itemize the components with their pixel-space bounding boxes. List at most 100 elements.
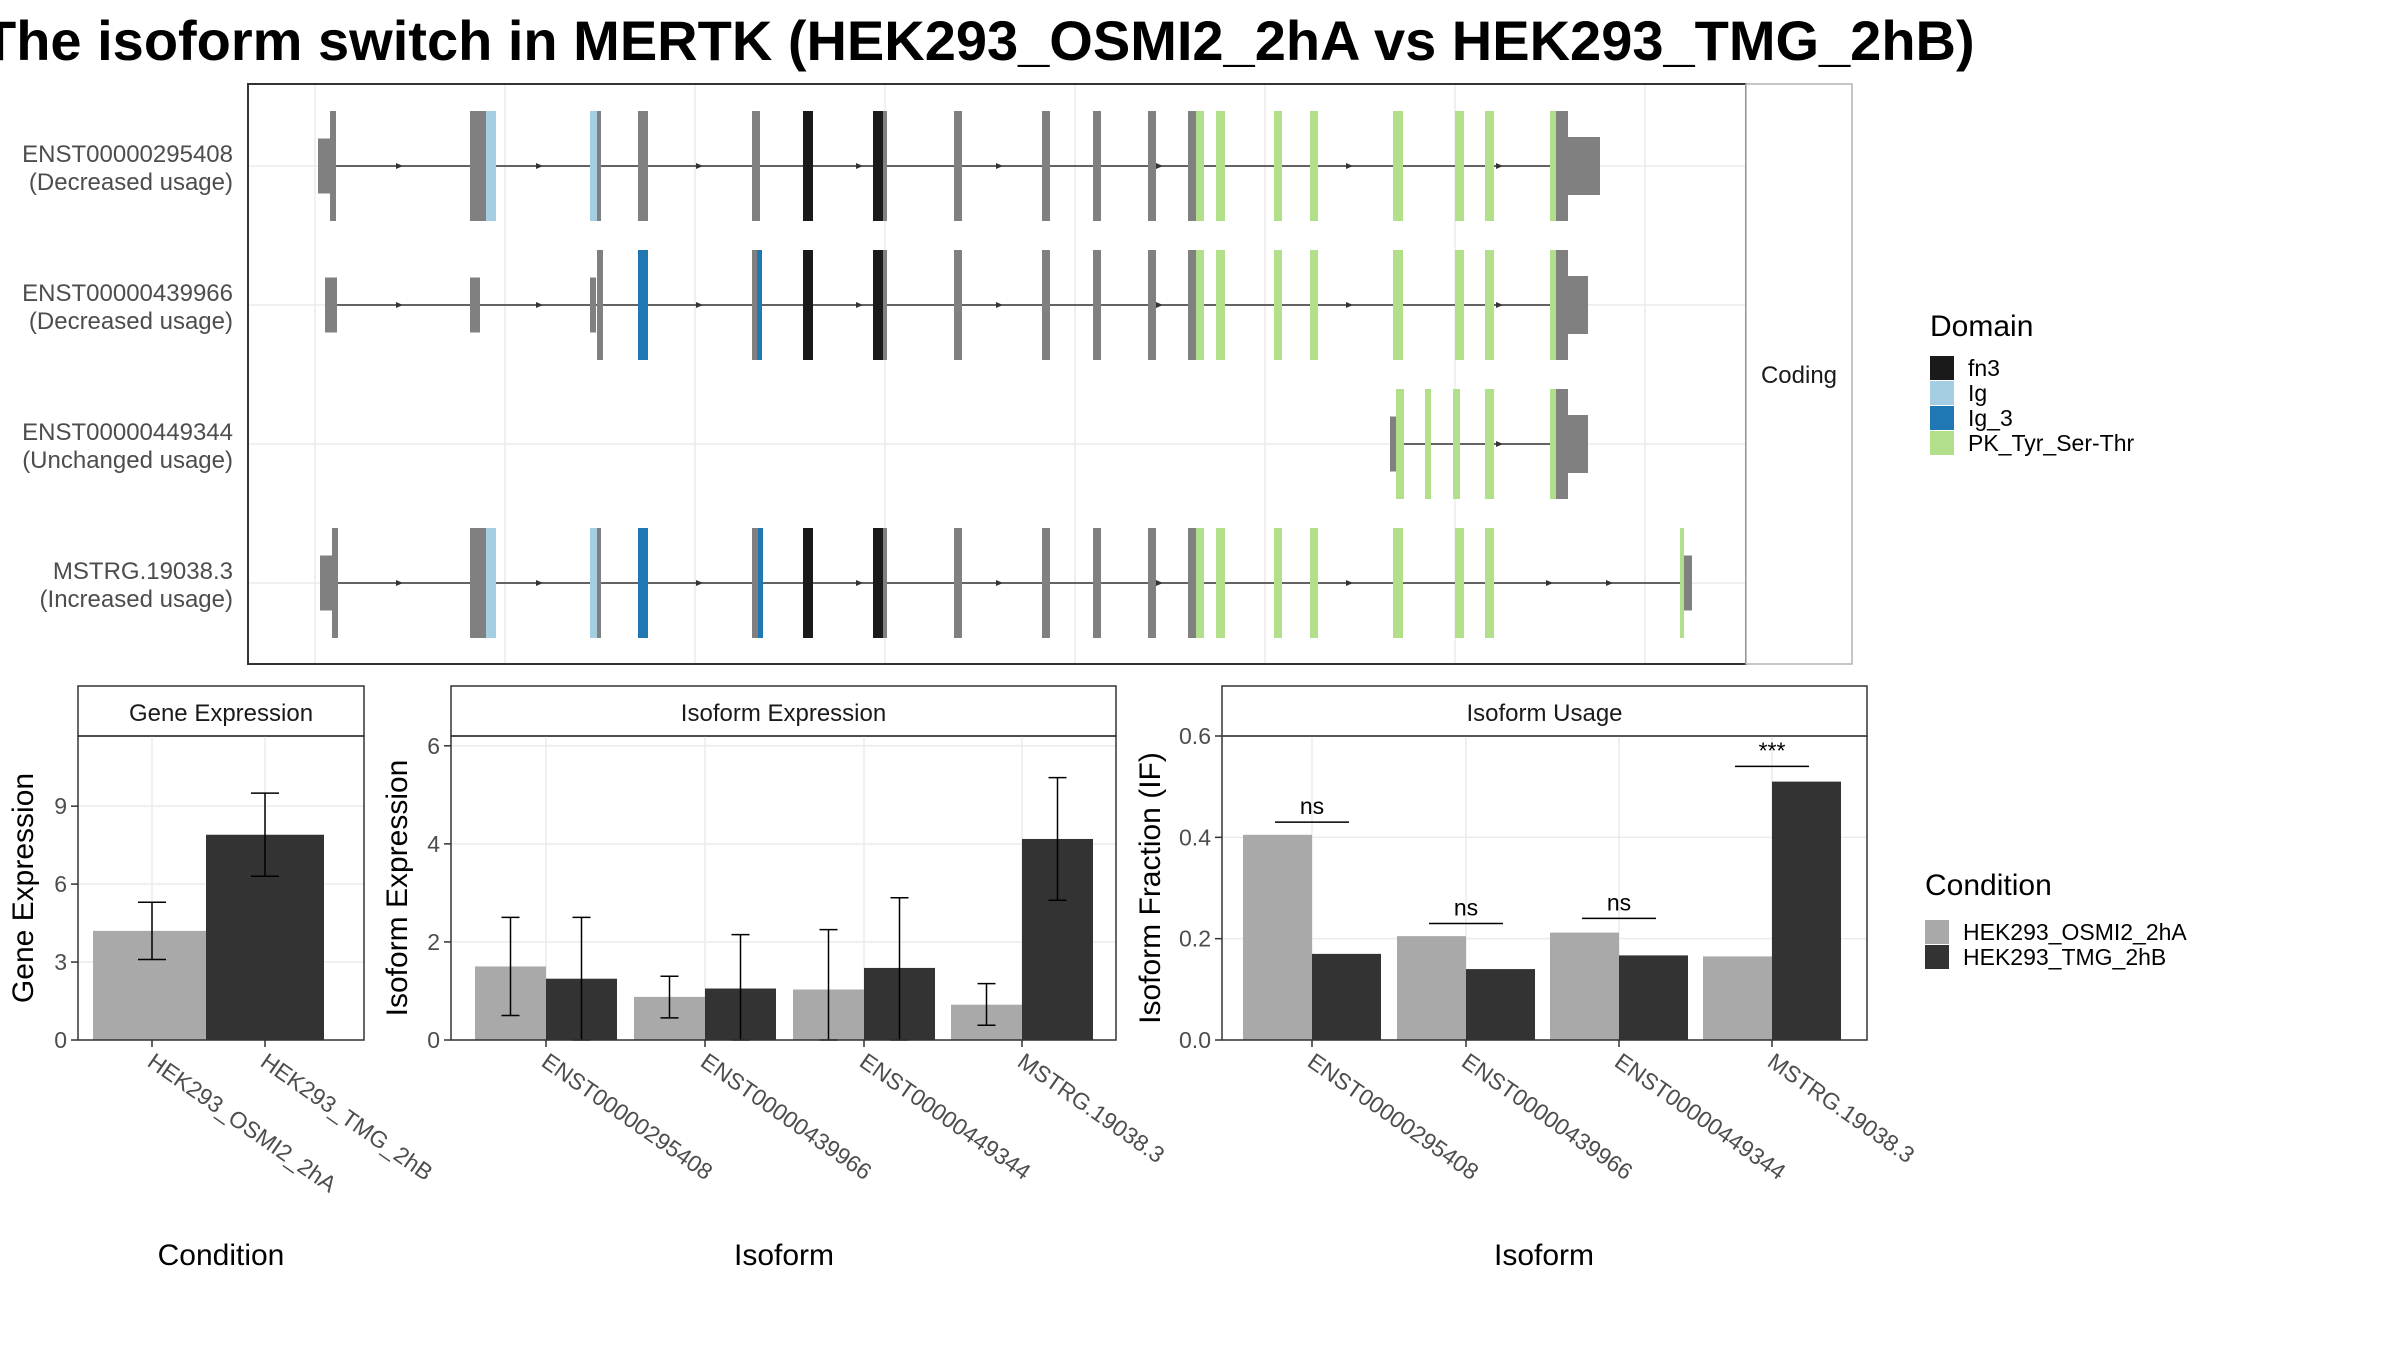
condition-legend-title: Condition (1925, 869, 2052, 902)
intron-arrow (1606, 580, 1613, 586)
exon-domain (1485, 389, 1494, 499)
y-tick-label: 0 (427, 1027, 440, 1053)
exon-domain (1310, 250, 1318, 360)
exon-noncoding (332, 528, 338, 638)
exon-noncoding (883, 528, 887, 638)
exon-domain (1196, 528, 1204, 638)
structure-strip (1745, 83, 1853, 665)
domain-legend: Domain fn3 Ig Ig_3 PK_Tyr_Ser-Thr (1930, 310, 2134, 456)
exon-domain (1455, 250, 1464, 360)
y-tick-label: 2 (427, 929, 440, 955)
panel-border (77, 735, 365, 1041)
intron-arrow (1346, 580, 1353, 586)
bar-cond-b (1466, 969, 1535, 1040)
significance-label: ns (1454, 894, 1478, 920)
exon-domain (590, 111, 598, 221)
exon-noncoding (1556, 389, 1568, 499)
panel-border (1221, 735, 1868, 1041)
panel-title: Isoform Usage (1466, 700, 1622, 727)
legend-label-ig3: Ig_3 (1968, 405, 2013, 431)
exon-domain (1310, 111, 1318, 221)
exon-noncoding (1684, 555, 1692, 611)
transcript-label-4-usage: (Increased usage) (40, 586, 233, 613)
exon-domain (1216, 528, 1225, 638)
exon-noncoding (1042, 111, 1050, 221)
transcript-label-4-id: MSTRG.19038.3 (53, 558, 233, 585)
exon-domain (1393, 250, 1403, 360)
exon-domain (1274, 111, 1282, 221)
exon-domain (1485, 111, 1494, 221)
exon-domain (803, 111, 813, 221)
exon-domain (873, 111, 883, 221)
exon-noncoding (1188, 111, 1196, 221)
transcript-row-1 (318, 111, 1600, 221)
exon-noncoding (1390, 416, 1396, 472)
bar-cond-a (1243, 834, 1312, 1040)
exon-noncoding (320, 555, 334, 611)
exon-domain (1550, 250, 1556, 360)
exon-noncoding (1042, 528, 1050, 638)
exon-domain (757, 250, 762, 360)
exon-noncoding (883, 250, 887, 360)
exon-noncoding (470, 111, 486, 221)
exon-domain (1393, 111, 1403, 221)
intron-arrow (396, 580, 403, 586)
exon-domain (873, 250, 883, 360)
transcript-label-2-id: ENST00000439966 (22, 280, 233, 307)
exon-domain (1680, 528, 1684, 638)
significance-label: ns (1607, 889, 1631, 915)
bar-cond-b (1619, 955, 1688, 1040)
x-axis-title: Isoform (1494, 1239, 1594, 1272)
exon-domain (590, 528, 598, 638)
intron-arrow (856, 302, 863, 308)
condition-legend: Condition HEK293_OSMI2_2hA HEK293_TMG_2h… (1925, 869, 2187, 970)
bar-cond-a (1550, 932, 1619, 1040)
intron-arrow (396, 163, 403, 169)
transcript-label-1-id: ENST00000295408 (22, 141, 233, 168)
intron-arrow (1496, 163, 1503, 169)
exon-noncoding (1093, 111, 1101, 221)
exon-noncoding (330, 111, 336, 221)
intron-arrow (1156, 302, 1163, 308)
exon-noncoding (1556, 111, 1568, 221)
y-tick-label: 0.0 (1179, 1027, 1211, 1053)
exon-noncoding (1042, 250, 1050, 360)
exon-domain (1274, 250, 1282, 360)
exon-domain (1550, 111, 1556, 221)
transcript-structure-panel: Coding ENST00000295408 (Decreased usage)… (22, 83, 1853, 665)
exon-noncoding (1093, 528, 1101, 638)
transcript-label-3-id: ENST00000449344 (22, 419, 233, 446)
intron-arrow (1496, 302, 1503, 308)
bar-cond-b (1312, 953, 1381, 1040)
intron-arrow (996, 580, 1003, 586)
exon-domain (638, 528, 648, 638)
significance-label: ns (1300, 793, 1324, 819)
x-axis-title: Condition (158, 1239, 285, 1272)
intron-arrow (856, 163, 863, 169)
exon-noncoding (597, 111, 601, 221)
domain-legend-title: Domain (1930, 310, 2033, 343)
y-tick-label: 6 (54, 871, 67, 897)
y-axis-title: Isoform Expression (381, 760, 414, 1017)
intron-arrow (1496, 441, 1503, 447)
exon-noncoding (1188, 528, 1196, 638)
legend-swatch-ig3 (1930, 406, 1954, 430)
exon-noncoding (752, 250, 757, 360)
exon-domain (1485, 250, 1494, 360)
transcript-label-2-usage: (Decreased usage) (29, 308, 233, 335)
transcript-row-2 (325, 250, 1588, 360)
x-axis-title: Isoform (734, 1239, 834, 1272)
panel-strip (77, 685, 365, 737)
exon-noncoding (1568, 415, 1588, 473)
transcript-row-3 (1390, 389, 1588, 499)
intron-arrow (696, 302, 703, 308)
transcript-label-3-usage: (Unchanged usage) (22, 447, 233, 474)
bar-cond-b (1772, 781, 1841, 1040)
intron-arrow (996, 302, 1003, 308)
intron-arrow (536, 302, 543, 308)
exon-domain (1310, 528, 1318, 638)
y-tick-label: 4 (427, 831, 440, 857)
exon-domain (486, 111, 496, 221)
legend-swatch-cond-a (1925, 920, 1949, 944)
